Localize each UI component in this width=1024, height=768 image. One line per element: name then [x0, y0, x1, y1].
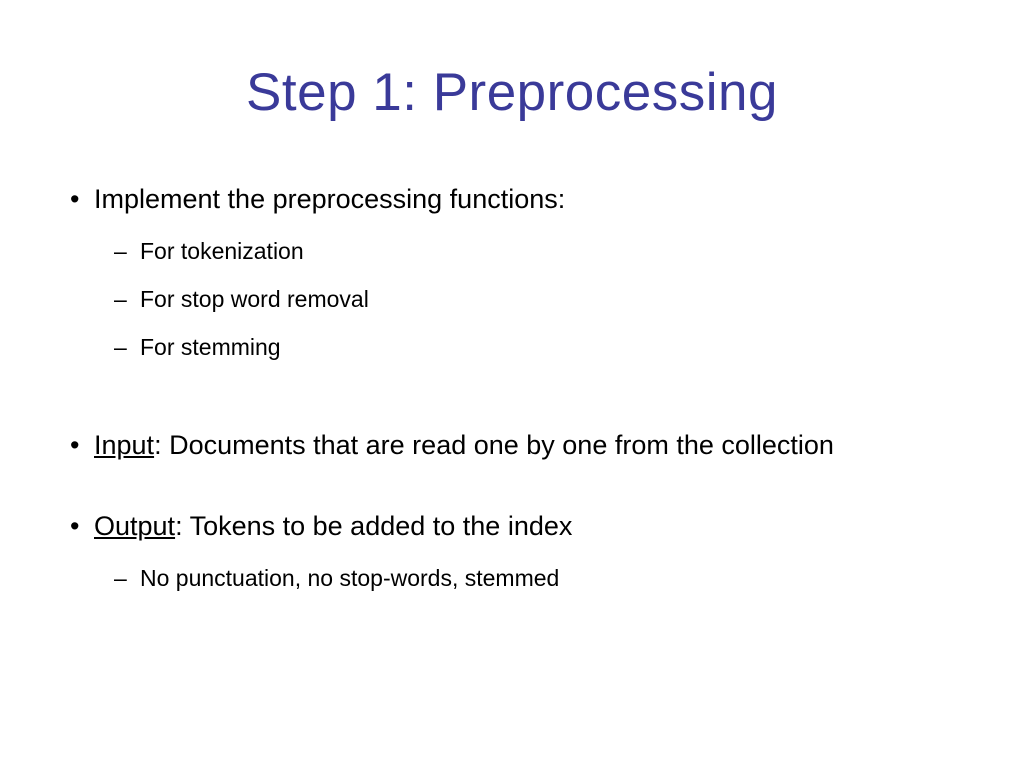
sub-bullet-text: For stop word removal	[140, 286, 369, 312]
bullet-dash-icon: –	[114, 285, 140, 315]
sub-bullet-text: For stemming	[140, 334, 281, 360]
bullet-text: : Documents that are read one by one fro…	[154, 430, 834, 460]
sub-bullet-text: No punctuation, no stop-words, stemmed	[140, 565, 559, 591]
sub-bullet-text: For tokenization	[140, 238, 304, 264]
spacer	[70, 381, 954, 427]
bullet-dot-icon: •	[70, 508, 94, 544]
bullet-prefix: Output	[94, 511, 175, 541]
bullet-dot-icon: •	[70, 181, 94, 217]
bullet-prefix: Input	[94, 430, 154, 460]
slide-content: •Implement the preprocessing functions: …	[0, 131, 1024, 594]
bullet-text: : Tokens to be added to the index	[175, 511, 572, 541]
slide: Step 1: Preprocessing •Implement the pre…	[0, 0, 1024, 768]
bullet-dot-icon: •	[70, 427, 94, 463]
bullet-dash-icon: –	[114, 237, 140, 267]
sub-bullet-stopword: –For stop word removal	[70, 285, 954, 315]
bullet-dash-icon: –	[114, 564, 140, 594]
bullet-text: Implement the preprocessing functions:	[94, 184, 565, 214]
spacer	[70, 498, 954, 508]
bullet-dash-icon: –	[114, 333, 140, 363]
sub-bullet-tokenization: –For tokenization	[70, 237, 954, 267]
slide-title: Step 1: Preprocessing	[0, 0, 1024, 131]
bullet-output: •Output: Tokens to be added to the index	[70, 508, 954, 544]
sub-bullet-stemming: –For stemming	[70, 333, 954, 363]
sub-bullet-output-detail: –No punctuation, no stop-words, stemmed	[70, 564, 954, 594]
bullet-implement: •Implement the preprocessing functions:	[70, 181, 954, 217]
bullet-input: •Input: Documents that are read one by o…	[70, 427, 954, 463]
